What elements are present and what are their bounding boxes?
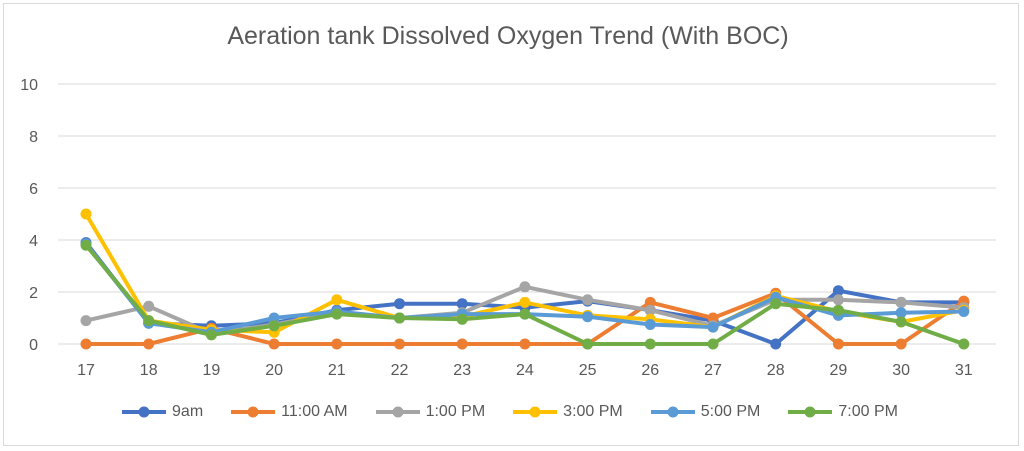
y-axis-ticks: 0 2 4 6 8 10 [20,77,38,354]
data-point [143,315,155,327]
x-tick-label: 22 [391,362,409,379]
legend-swatch [650,406,695,418]
x-axis-ticks: 17 18 19 20 21 22 23 24 25 26 27 28 29 30 31 [77,362,973,379]
data-point [268,338,280,350]
data-point [331,308,343,320]
y-tick-label: 8 [29,129,38,146]
data-point [456,313,468,325]
x-tick-label: 28 [767,362,785,379]
data-point [644,304,656,316]
data-point [331,294,343,306]
data-point [80,208,92,220]
gridlines [58,83,996,345]
data-point [519,281,531,293]
legend-item: 5:00 PM [650,403,761,421]
legend-swatch [513,406,558,418]
legend-label: 1:00 PM [425,403,486,420]
legend-label: 11:00 AM [281,403,348,420]
data-point [958,306,970,317]
legend-item: 11:00 AM [231,403,348,421]
data-point [707,338,719,350]
chart-title: Aeration tank Dissolved Oxygen Trend (Wi… [227,22,789,50]
data-point [394,338,405,350]
data-point [80,315,92,327]
data-point [519,338,531,350]
data-point [895,338,907,350]
y-tick-label: 0 [29,337,38,354]
data-point [519,296,531,308]
data-point [143,338,155,350]
data-point [644,319,656,330]
legend-swatch [788,406,833,418]
legend-item: 7:00 PM [788,403,898,421]
x-tick-label: 29 [830,362,848,379]
data-point [143,300,155,312]
x-tick-label: 21 [328,362,346,379]
legend-label: 9am [172,403,204,420]
y-tick-label: 2 [29,285,38,302]
x-tick-label: 27 [704,362,722,379]
data-point [707,312,719,324]
series-7-00-pm [80,239,970,350]
x-tick-label: 18 [140,362,158,379]
legend-swatch [122,406,167,418]
legend-label: 7:00 PM [838,403,898,420]
x-tick-label: 19 [203,362,221,379]
data-point [707,321,719,333]
data-point [895,307,907,319]
legend-swatch [375,406,420,418]
x-tick-label: 31 [955,362,973,379]
data-point [519,308,531,320]
data-point [770,338,782,350]
data-point [582,311,594,323]
data-point [832,338,844,350]
data-point [958,338,970,350]
x-tick-label: 30 [892,362,910,379]
data-point [895,296,907,308]
chart-frame [3,3,1019,446]
x-tick-label: 24 [516,362,534,379]
y-tick-label: 4 [29,233,38,250]
data-point [331,338,343,350]
data-point [582,294,594,306]
y-tick-label: 6 [29,181,38,198]
x-tick-label: 23 [453,362,471,379]
legend-item: 9am [122,403,203,421]
x-tick-label: 25 [579,362,597,379]
legend-item: 1:00 PM [375,403,486,421]
data-point [895,316,907,328]
data-point [832,285,844,297]
legend-swatch [231,406,276,418]
data-point [644,296,656,308]
y-tick-label: 10 [20,77,38,94]
data-point [832,294,844,306]
legend: 9am 11:00 AM 1:00 PM 3:00 PM 5:00 PM 7:00 PM [100,400,920,424]
legend-label: 5:00 PM [700,403,761,420]
data-point [268,320,280,332]
data-point [394,298,405,310]
data-point [80,338,92,350]
data-point [770,298,782,310]
data-point [582,338,594,350]
data-point [394,312,405,324]
data-point [832,304,844,316]
data-point [456,338,468,350]
x-tick-label: 26 [641,362,659,379]
legend-item: 3:00 PM [513,403,623,421]
data-point [644,338,656,350]
data-point [456,298,468,310]
data-point [205,329,217,341]
x-tick-label: 20 [265,362,283,379]
legend-label: 3:00 PM [563,403,623,420]
data-point [80,239,92,251]
x-tick-label: 17 [77,362,95,379]
data-point [268,312,280,324]
series-lines [80,208,970,350]
